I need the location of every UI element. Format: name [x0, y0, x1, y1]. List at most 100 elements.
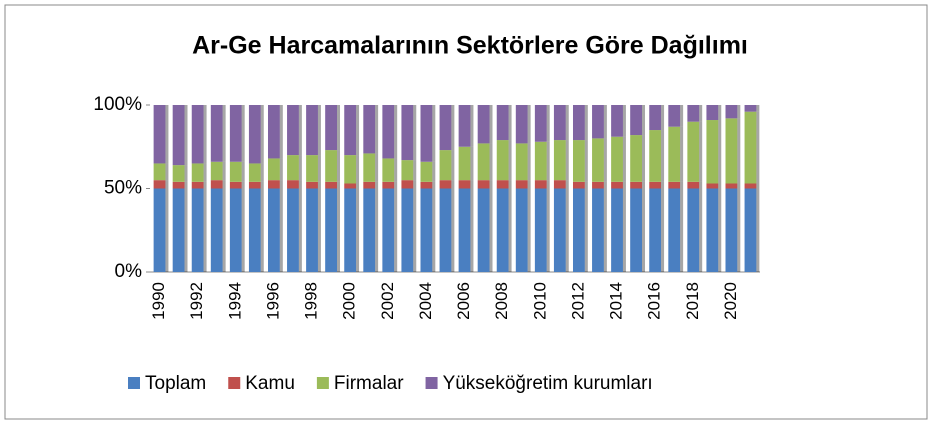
- bar-segment: [553, 180, 566, 189]
- bar-segment: [649, 188, 662, 272]
- bar-side: [165, 105, 169, 164]
- bar-segment: [630, 105, 643, 136]
- bar-segment: [553, 188, 566, 272]
- bar-segment: [725, 118, 738, 184]
- bar-segment: [744, 105, 757, 112]
- bar-side: [337, 188, 341, 272]
- bar-segment: [267, 188, 280, 272]
- bar-segment: [153, 180, 166, 189]
- bar-side: [565, 188, 569, 272]
- bar-segment: [401, 105, 414, 161]
- bar-side: [737, 183, 741, 189]
- bar-segment: [534, 180, 547, 189]
- bar-side: [470, 105, 474, 147]
- bar-side: [279, 105, 283, 159]
- bar-side: [317, 155, 321, 182]
- legend-label: Firmalar: [334, 373, 404, 394]
- bar-side: [470, 180, 474, 189]
- bar-segment: [592, 138, 604, 182]
- bar-side: [432, 105, 436, 162]
- bar-side: [222, 105, 226, 162]
- bar-side: [622, 181, 626, 189]
- bar-segment: [325, 105, 338, 151]
- bar-side: [337, 181, 341, 189]
- bar-side: [337, 105, 341, 151]
- bar-segment: [248, 188, 261, 272]
- bar-segment: [649, 181, 662, 189]
- bar-side: [279, 180, 283, 189]
- bar-side: [432, 161, 436, 182]
- bar-side: [737, 118, 741, 184]
- bar-side: [260, 163, 264, 182]
- bar-segment: [420, 105, 433, 162]
- bar-segment: [439, 188, 452, 272]
- bar-side: [699, 181, 703, 189]
- bar-side: [375, 181, 379, 189]
- bar-side: [508, 140, 512, 181]
- bar-segment: [439, 105, 452, 151]
- bar-segment: [553, 105, 566, 141]
- bar-side: [661, 181, 665, 189]
- bar-side: [165, 188, 169, 272]
- bar-segment: [477, 143, 490, 181]
- bar-side: [356, 183, 360, 189]
- legend-label: Yükseköğretim kurumları: [443, 373, 653, 394]
- bar-segment: [496, 140, 509, 181]
- bar-side: [470, 146, 474, 181]
- bar-segment: [458, 180, 471, 189]
- bar-segment: [515, 188, 528, 272]
- bar-segment: [687, 121, 700, 182]
- bar-side: [451, 105, 455, 151]
- bar-segment: [172, 181, 185, 189]
- bar-segment: [287, 188, 299, 272]
- bar-side: [375, 105, 379, 154]
- bar-side: [451, 188, 455, 272]
- bar-side: [546, 141, 550, 181]
- bar-side: [165, 163, 169, 181]
- bar-segment: [706, 120, 719, 184]
- bar-side: [451, 150, 455, 181]
- bar-segment: [172, 105, 185, 166]
- bar-side: [584, 188, 588, 272]
- bar-segment: [401, 180, 414, 189]
- bar-segment: [477, 180, 490, 189]
- bar-side: [699, 105, 703, 122]
- bar-segment: [210, 188, 223, 272]
- bar-side: [756, 188, 760, 272]
- x-tick-label: 2016: [645, 282, 664, 320]
- bar-side: [603, 188, 607, 272]
- bar-segment: [630, 181, 643, 189]
- bar-segment: [630, 135, 643, 182]
- chart-title: Ar-Ge Harcamalarının Sektörlere Göre Dağ…: [192, 32, 748, 60]
- bar-side: [356, 155, 360, 184]
- bar-segment: [534, 105, 547, 142]
- bar-segment: [534, 141, 547, 181]
- bar-side: [603, 105, 607, 139]
- bar-segment: [229, 188, 242, 272]
- bar-segment: [744, 183, 757, 189]
- bar-segment: [191, 163, 204, 182]
- bar-segment: [611, 188, 623, 272]
- bar-segment: [267, 105, 280, 159]
- bar-side: [737, 188, 741, 272]
- bar-segment: [325, 188, 338, 272]
- bar-segment: [382, 181, 395, 189]
- x-tick-label: 1996: [263, 282, 282, 320]
- bar-segment: [287, 180, 299, 189]
- bar-side: [680, 181, 684, 189]
- legend-swatch: [425, 377, 438, 389]
- bar-segment: [306, 105, 318, 156]
- bar-segment: [515, 143, 528, 181]
- bar-segment: [420, 188, 433, 272]
- bar-segment: [630, 188, 643, 272]
- bar-segment: [172, 188, 185, 272]
- bar-segment: [325, 181, 338, 189]
- bar-side: [661, 105, 665, 131]
- bar-side: [260, 188, 264, 272]
- bar-side: [298, 155, 302, 181]
- bar-side: [184, 181, 188, 189]
- bar-side: [298, 188, 302, 272]
- x-tick-label: 2002: [378, 282, 397, 320]
- bar-segment: [382, 105, 395, 159]
